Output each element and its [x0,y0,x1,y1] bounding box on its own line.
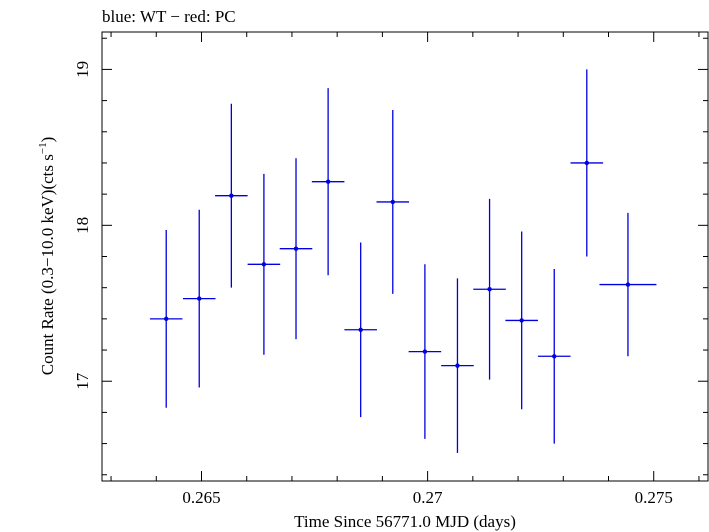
data-point [247,173,281,355]
y-tick-label: 17 [73,372,92,390]
data-point [570,69,604,257]
data-point [344,242,377,418]
x-axis-label: Time Since 56771.0 MJD (days) [294,512,516,531]
data-marker [261,262,267,267]
data-point [537,268,571,444]
y-tick-label: 18 [73,217,92,234]
data-point [311,88,345,276]
data-marker [325,179,331,184]
data-point [149,229,183,408]
data-point [505,231,538,410]
data-point [279,158,313,340]
x-tick-label: 0.265 [182,488,220,507]
x-axis: 0.265 0.27 0.275 [110,32,700,507]
y-axis: 17 18 19 [73,37,708,476]
data-point [182,209,216,388]
x-tick-label: 0.275 [635,488,673,507]
data-point [473,198,506,380]
y-tick-label: 19 [73,61,92,78]
data-marker [422,349,428,354]
data-point [408,264,442,439]
data-marker [455,363,460,368]
data-series [149,69,657,453]
y-axis-label-main: Count Rate (0.3−10.0 keV)(cts s [38,154,57,375]
data-marker [519,318,524,323]
plot-frame [101,31,709,482]
data-point [441,278,474,453]
data-point [599,212,657,357]
data-marker [584,160,589,166]
data-marker [487,287,492,292]
data-marker [390,199,395,205]
y-axis-label: Count Rate (0.3−10.0 keV)(cts s−1) [37,137,57,376]
data-point [215,103,248,288]
data-marker [552,354,557,359]
data-marker [625,282,631,287]
chart-title: blue: WT − red: PC [102,7,236,26]
data-marker [358,327,363,332]
y-axis-label-close: ) [38,137,57,143]
y-axis-label-superscript: −1 [37,142,49,154]
x-tick-label: 0.27 [413,488,443,507]
data-marker [197,296,202,301]
data-point [376,109,410,294]
data-marker [293,246,299,251]
data-marker [229,193,234,198]
data-marker [164,316,169,322]
